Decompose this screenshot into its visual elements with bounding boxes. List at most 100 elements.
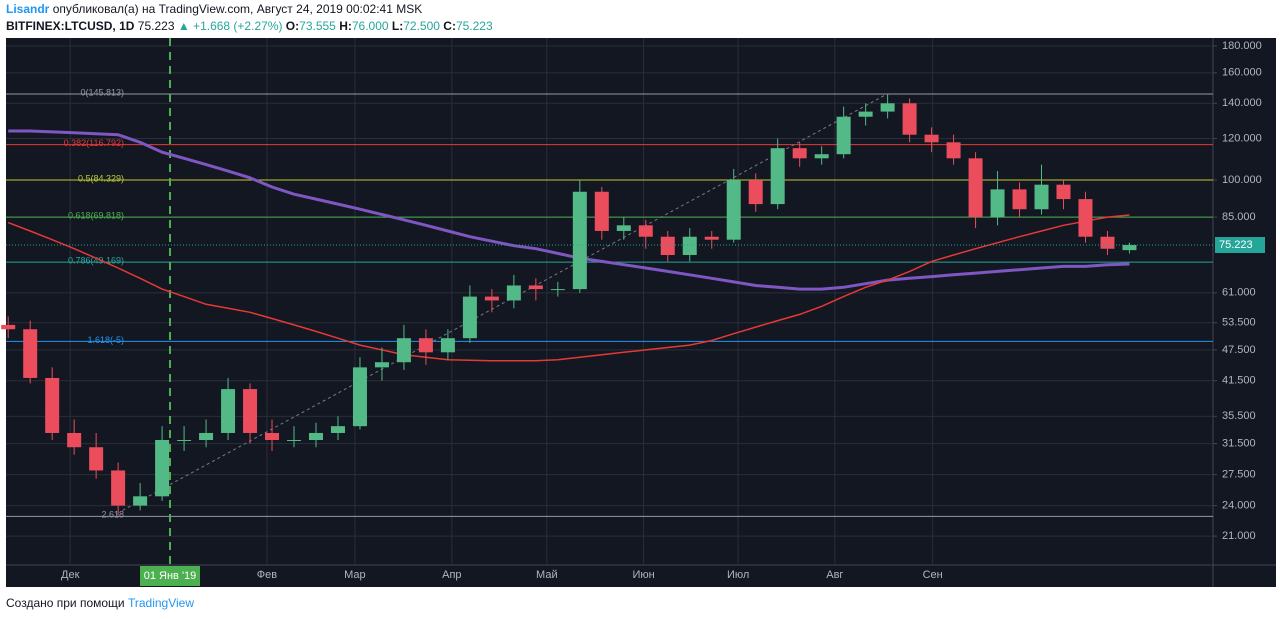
l-label: L:: [391, 19, 404, 33]
candle-body: [572, 191, 587, 290]
footer-brand[interactable]: TradingView: [127, 596, 195, 610]
candle-body: [484, 296, 499, 301]
y-tick-label: 41.500: [1222, 375, 1256, 387]
last-price-tag: [1215, 237, 1265, 254]
published: опубликовал(а) на TradingView.com, Авгус…: [52, 2, 423, 16]
y-tick-label: 100.000: [1222, 174, 1262, 186]
c-label: C:: [443, 19, 456, 33]
x-tick-label: Дек: [61, 569, 80, 581]
candle-body: [133, 496, 148, 506]
y-tick-label: 85.000: [1222, 211, 1256, 223]
x-tick-label: Июл: [727, 569, 749, 581]
candle-body: [352, 367, 367, 427]
last: 75.223: [137, 19, 175, 33]
o-label: O:: [285, 19, 300, 33]
fib-label: 0(145.813): [80, 87, 124, 97]
x-tick-label: Фев: [257, 569, 277, 581]
candle-body: [374, 362, 389, 368]
candle-body: [243, 389, 258, 433]
y-tick-label: 53.500: [1222, 317, 1256, 329]
candle-body: [616, 225, 631, 231]
candle-body: [111, 470, 126, 506]
candle-body: [726, 180, 741, 240]
last-price-label: 75.223: [1219, 239, 1253, 251]
candle-body: [265, 432, 280, 440]
y-tick-label: 35.500: [1222, 410, 1256, 422]
moving-average: [7, 214, 1130, 362]
candle-body: [177, 439, 192, 441]
candle-body: [462, 296, 477, 339]
y-tick-label: 47.500: [1222, 344, 1256, 356]
candle-body: [45, 377, 60, 433]
candle-body: [23, 329, 38, 378]
y-tick-label: 27.500: [1222, 468, 1256, 480]
candle-body: [858, 111, 873, 117]
candle-body: [1034, 184, 1049, 210]
candle-body: [89, 447, 104, 471]
cursor-tag: [140, 566, 201, 586]
candle-body: [506, 285, 521, 301]
fib-label: 0.382(116.792): [64, 138, 124, 148]
ohlc-line: BITFINEX:LTCUSD, 1D 75.223 ▲ +1.668 (+2.…: [6, 19, 493, 33]
candle-body: [1100, 236, 1115, 249]
change: ▲ +1.668 (+2.27%): [177, 19, 283, 33]
candle-body: [199, 432, 214, 440]
candle-body: [924, 134, 939, 143]
candle-body: [550, 289, 565, 291]
candle-body: [946, 142, 961, 159]
candle-body: [902, 103, 917, 135]
candle-body: [704, 236, 719, 240]
chart-background: [6, 38, 1276, 587]
candle-body: [1012, 189, 1027, 210]
candle-body: [660, 236, 675, 256]
candle-body: [396, 338, 411, 363]
x-tick-label: Сен: [923, 569, 943, 581]
candle-body: [308, 432, 323, 440]
candle-body: [990, 189, 1005, 218]
y-tick-label: 61.000: [1222, 287, 1256, 299]
candle-body: [330, 426, 345, 433]
footer-text: Создано при помощи: [6, 596, 125, 610]
y-tick-label: 31.500: [1222, 437, 1256, 449]
h: 76.000: [351, 19, 389, 33]
footer: Создано при помощи TradingView: [6, 596, 194, 610]
candle-body: [418, 338, 433, 353]
l: 72.500: [403, 19, 440, 33]
fib-label: 0.786(49.169): [68, 255, 124, 265]
fib-label: 1.618(-5): [87, 335, 124, 345]
candle-body: [1, 324, 16, 330]
candle-body: [792, 148, 807, 159]
o: 73.555: [299, 19, 336, 33]
fib-label: 2.618: [101, 510, 124, 520]
moving-average: [8, 129, 1130, 291]
x-tick-label: Июн: [632, 569, 654, 581]
candle-body: [814, 154, 829, 159]
h-label: H:: [339, 19, 352, 33]
y-tick-label: 160.000: [1222, 67, 1262, 79]
y-tick-label: 21.000: [1222, 530, 1256, 542]
candle-body: [1078, 199, 1093, 237]
publish-line: Lisandr опубликовал(а) на TradingView.co…: [6, 2, 422, 16]
y-tick-label: 140.000: [1222, 97, 1262, 109]
x-tick-label: Май: [536, 569, 558, 581]
candle-body: [836, 116, 851, 155]
author[interactable]: Lisandr: [6, 2, 50, 16]
candle-body: [638, 225, 653, 237]
candle-body: [1122, 245, 1137, 251]
candle-body: [748, 180, 763, 205]
candle-body: [287, 439, 302, 441]
y-tick-label: 120.000: [1222, 132, 1262, 144]
y-tick-label: 180.000: [1222, 40, 1262, 52]
symbol: BITFINEX:LTCUSD, 1D: [6, 19, 135, 33]
candle-body: [528, 285, 543, 290]
candle-body: [440, 338, 455, 353]
candle-body: [594, 191, 609, 231]
c: 75.223: [455, 19, 493, 33]
x-tick-label: Апр: [442, 569, 461, 581]
x-tick-label: Авг: [826, 569, 843, 581]
fib-label: 0.5(84.329): [78, 173, 124, 183]
candle-body: [682, 236, 697, 256]
candle-body: [67, 432, 82, 448]
candle-body: [221, 389, 236, 433]
